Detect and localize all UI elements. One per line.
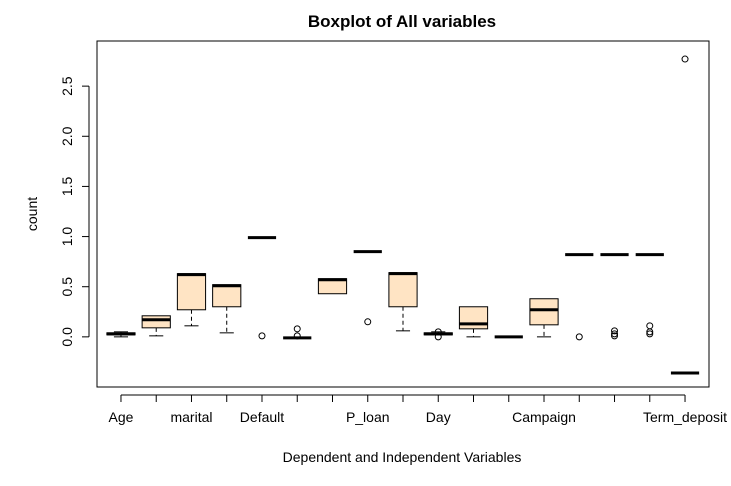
box-3 xyxy=(176,273,207,327)
outlier-point xyxy=(646,322,654,330)
box-iqr xyxy=(529,298,559,326)
x-axis-label: Dependent and Independent Variables xyxy=(283,449,522,465)
box-1 xyxy=(106,331,136,338)
y-tick-label: 1.5 xyxy=(59,176,75,196)
y-axis-label: count xyxy=(24,197,40,231)
outlier-point xyxy=(293,325,301,333)
outlier-point xyxy=(364,318,372,326)
box-14 xyxy=(565,253,594,341)
box-5 xyxy=(247,236,277,340)
box-13 xyxy=(529,298,559,338)
box-iqr xyxy=(176,273,207,311)
y-tick-label: 2.0 xyxy=(59,126,75,146)
box-7 xyxy=(317,278,348,295)
box-6 xyxy=(283,325,312,340)
box-16 xyxy=(635,253,664,338)
x-axis: Age marital Default P_loan Day Campaign Term_d… xyxy=(109,394,727,425)
outlier-point xyxy=(611,330,619,338)
x-tick-label: Campaign xyxy=(512,409,576,425)
y-tick-label: 2.5 xyxy=(59,76,75,96)
outlier-point xyxy=(434,328,442,336)
box-iqr xyxy=(388,272,418,308)
y-tick-label: 0.5 xyxy=(59,277,75,297)
outlier-point xyxy=(646,328,654,336)
outlier-point xyxy=(611,327,619,335)
box-iqr xyxy=(212,284,242,308)
y-axis: 0.0 0.5 1.0 1.5 2.0 2.5 xyxy=(59,76,90,347)
x-tick-label: marital xyxy=(170,409,212,425)
box-11 xyxy=(458,306,489,338)
outlier-point xyxy=(258,332,266,340)
box-iqr xyxy=(141,315,171,329)
x-tick-label: P_loan xyxy=(346,409,390,425)
chart-title: Boxplot of All variables xyxy=(308,12,496,31)
box-15 xyxy=(600,253,629,340)
box-4 xyxy=(212,284,242,334)
box-8 xyxy=(353,250,382,326)
y-tick-label: 1.0 xyxy=(59,227,75,247)
x-tick-label: Term_deposit xyxy=(643,409,727,425)
box-iqr xyxy=(458,306,489,330)
x-tick-label: Day xyxy=(426,409,451,425)
outlier-point xyxy=(681,55,689,63)
y-tick-label: 0.0 xyxy=(59,327,75,347)
box-2 xyxy=(141,315,171,337)
outlier-point xyxy=(575,333,583,341)
plot-frame xyxy=(96,40,710,388)
outlier-point xyxy=(611,332,619,340)
boxes xyxy=(106,55,700,375)
box-17 xyxy=(670,55,700,375)
box-9 xyxy=(388,272,418,332)
outlier-point xyxy=(646,330,654,338)
outlier-point xyxy=(434,333,442,341)
outlier-point xyxy=(293,332,301,340)
box-10 xyxy=(423,328,453,341)
x-tick-label: Default xyxy=(240,409,284,425)
x-tick-label: Age xyxy=(109,409,134,425)
